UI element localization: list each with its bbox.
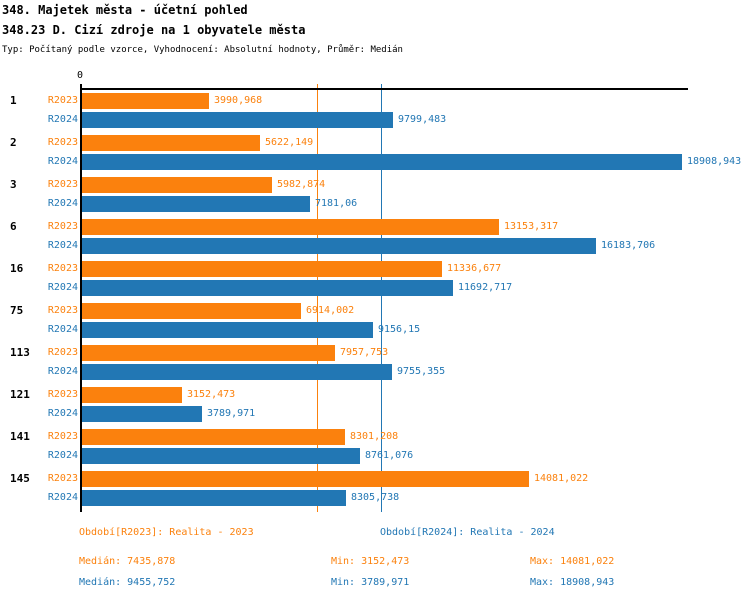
bar-value-label: 9156,15 [378,324,421,335]
category-label: 16 [10,262,24,275]
category-label: 6 [10,220,17,233]
series-tick-label-r2024: R2024 [47,492,78,503]
series-tick-label-r2023: R2023 [47,221,78,232]
series-tick-label-r2023: R2023 [47,473,78,484]
series-tick-label-r2024: R2024 [47,240,78,251]
category-label: 141 [10,430,30,443]
series-tick-label-r2023: R2023 [47,263,78,274]
bar-r2023-cat2 [82,135,260,151]
category-label: 121 [10,388,30,401]
stat-max-r2023: Max: 14081,022 [530,556,615,567]
bar-value-label: 11692,717 [458,282,513,293]
bar-value-label: 14081,022 [534,473,589,484]
category-label: 1 [10,94,17,107]
x-axis-line [80,88,688,90]
series-tick-label-r2024: R2024 [47,366,78,377]
bar-value-label: 3152,473 [187,389,236,400]
legend-entry-r2023: Období[R2023]: Realita - 2023 [79,527,254,538]
bar-value-label: 3789,971 [207,408,256,419]
stat-median-r2023: Medián: 7435,878 [79,556,176,567]
bar-value-label: 5982,874 [277,179,326,190]
median-gridline-r2024 [381,84,382,512]
bar-r2023-cat75 [82,303,301,319]
bar-value-label: 11336,677 [447,263,502,274]
stat-min-r2023: Min: 3152,473 [331,556,410,567]
bar-value-label: 8301,208 [350,431,399,442]
bar-r2023-cat113 [82,345,335,361]
bar-value-label: 7181,06 [315,198,358,209]
series-tick-label-r2023: R2023 [47,431,78,442]
bar-r2024-cat1 [82,112,393,128]
bar-r2023-cat1 [82,93,209,109]
y-axis-line [80,84,82,512]
series-tick-label-r2024: R2024 [47,156,78,167]
series-tick-label-r2024: R2024 [47,408,78,419]
series-tick-label-r2024: R2024 [47,114,78,125]
bar-value-label: 13153,317 [504,221,559,232]
series-tick-label-r2024: R2024 [47,198,78,209]
bar-r2024-cat2 [82,154,682,170]
series-tick-label-r2024: R2024 [47,324,78,335]
category-label: 75 [10,304,24,317]
stat-max-r2024: Max: 18908,943 [530,577,615,588]
report-meta-line: Typ: Počítaný podle vzorce, Vyhodnocení:… [2,45,403,55]
series-tick-label-r2023: R2023 [47,305,78,316]
series-tick-label-r2024: R2024 [47,450,78,461]
bar-value-label: 18908,943 [687,156,742,167]
bar-r2023-cat121 [82,387,182,403]
series-tick-label-r2023: R2023 [47,95,78,106]
bar-value-label: 16183,706 [601,240,656,251]
bar-r2024-cat3 [82,196,310,212]
median-gridline-r2023 [317,84,318,512]
bar-r2024-cat141 [82,448,360,464]
series-tick-label-r2023: R2023 [47,179,78,190]
bar-value-label: 3990,968 [214,95,263,106]
bar-r2024-cat121 [82,406,202,422]
category-label: 3 [10,178,17,191]
bar-r2024-cat113 [82,364,392,380]
series-tick-label-r2023: R2023 [47,389,78,400]
axis-zero-tick-label: 0 [77,70,84,81]
stat-min-r2024: Min: 3789,971 [331,577,410,588]
bar-r2024-cat16 [82,280,453,296]
category-label: 145 [10,472,30,485]
category-label: 2 [10,136,17,149]
bar-r2024-cat6 [82,238,596,254]
bar-value-label: 8305,738 [351,492,400,503]
report-title-line2: 348.23 D. Cizí zdroje na 1 obyvatele měs… [2,23,306,37]
category-label: 113 [10,346,30,359]
bar-r2023-cat16 [82,261,442,277]
stat-median-r2024: Medián: 9455,752 [79,577,176,588]
bar-r2023-cat141 [82,429,345,445]
bar-r2023-cat6 [82,219,499,235]
legend-entry-r2024: Období[R2024]: Realita - 2024 [380,527,555,538]
bar-value-label: 9799,483 [398,114,447,125]
bar-value-label: 6914,002 [306,305,355,316]
bar-value-label: 7957,753 [340,347,389,358]
bar-r2024-cat75 [82,322,373,338]
bar-value-label: 8761,076 [365,450,414,461]
series-tick-label-r2023: R2023 [47,137,78,148]
series-tick-label-r2023: R2023 [47,347,78,358]
bar-r2023-cat3 [82,177,272,193]
report-title-line1: 348. Majetek města - účetní pohled [2,3,248,17]
bar-value-label: 5622,149 [265,137,314,148]
series-tick-label-r2024: R2024 [47,282,78,293]
bar-r2024-cat145 [82,490,346,506]
bar-r2023-cat145 [82,471,529,487]
bar-value-label: 9755,355 [397,366,446,377]
